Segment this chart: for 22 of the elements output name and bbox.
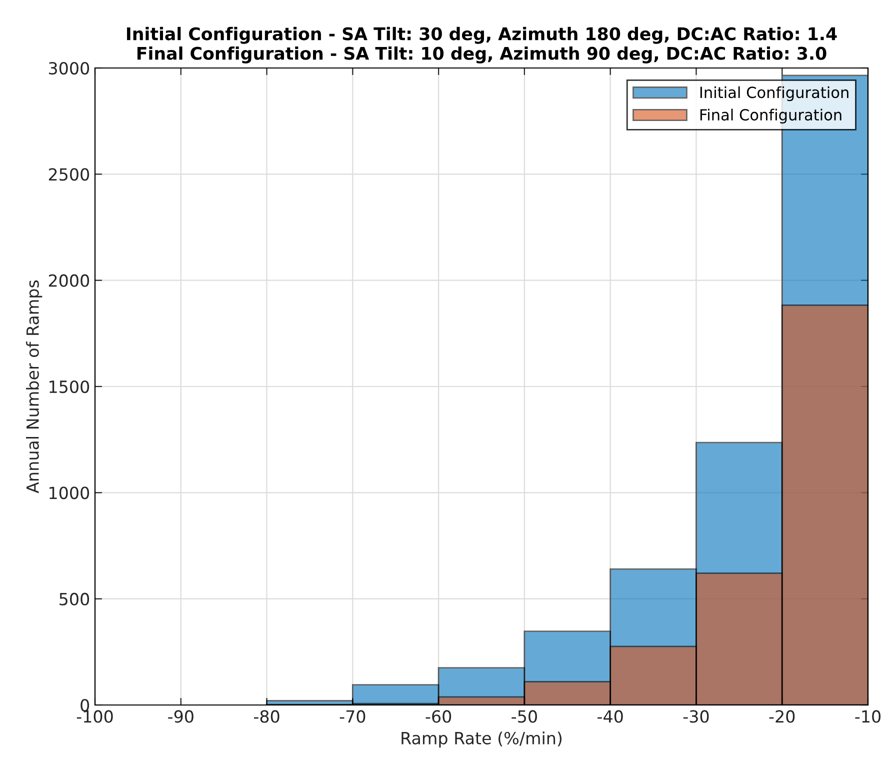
x-tick-label: -60 (426, 710, 452, 723)
y-tick-label: 500 (60, 592, 90, 606)
x-tick-label: -70 (340, 710, 366, 723)
x-tick-label: -20 (769, 710, 795, 723)
x-tick-label: -80 (254, 710, 280, 723)
x-tick-label: -100 (76, 710, 113, 723)
x-tick-label: -90 (168, 710, 194, 723)
x-tick-label: -10 (855, 710, 881, 723)
chart-title: Initial Configuration - SA Tilt: 30 deg, Azimuth 180 deg, DC:AC Ratio: 1.4 Final Configuration - SA Tilt: 10 deg, Azimuth 90 deg, DC:AC Ratio: 3.0 (127, 26, 837, 64)
y-tick-label: 3000 (48, 62, 90, 75)
x-tick-label: -40 (598, 710, 623, 723)
x-tick-label: -30 (683, 710, 709, 723)
legend-label: Initial Configuration (700, 86, 848, 102)
legend-label: Final Configuration (700, 108, 842, 124)
x-axis-title: Ramp Rate (%/min) (402, 732, 562, 748)
y-axis-title: Annual Number of Ramps (26, 280, 42, 494)
x-tick-label: -50 (512, 710, 537, 723)
y-tick-label: 2500 (48, 168, 90, 181)
y-tick-label: 1500 (50, 380, 90, 394)
y-tick-label: 2000 (48, 274, 90, 287)
y-tick-label: 0 (80, 698, 90, 712)
y-tick-label: 1000 (50, 486, 90, 500)
